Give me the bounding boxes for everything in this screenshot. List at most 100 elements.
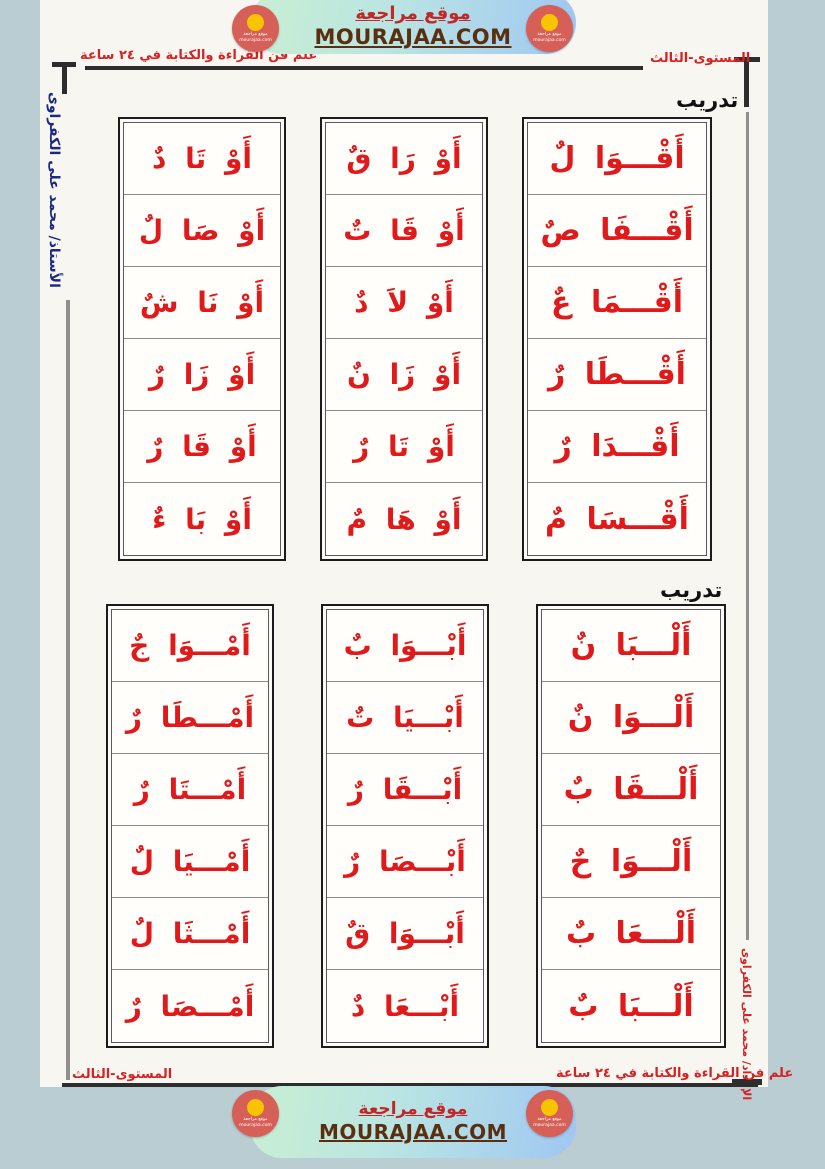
author-name-vertical: الإعداد/ محمد على الكفراوى [740,948,753,1101]
word: أَمْـــيَا لٌ [129,845,251,878]
level-caption-bottom: المستوى-الثالث [72,1067,173,1082]
word-column: أَوْ تَا دٌ أَوْ صَا لٌ أَوْ نَا شٌ أَوْ… [118,117,286,561]
level-caption: المستوى-الثالث [650,51,751,66]
book-title-caption-bottom: علم فن القراءة والكتابة في ٢٤ ساعة [556,1066,794,1081]
word-cell: أَوْ تَا دٌ [124,123,280,195]
word-cell: أَبْـــقَا رٌ [327,754,483,826]
word: أَمْـــطَا رٌ [125,701,255,734]
word: أَلْـــوَا نٌ [567,700,695,735]
word: أَلْـــقَا بٌ [563,772,699,807]
word: أَوْ زَا نٌ [346,358,462,391]
sun-icon [541,1099,558,1117]
sun-icon [247,1099,264,1117]
word: أَبْـــصَا رٌ [344,845,466,878]
section-label-1: تدريب [676,88,739,112]
site-logo-icon: موقع مراجعة mourajaa.com [526,1090,573,1137]
word-cell: أَوْ تَا رٌ [326,411,482,483]
logo-caption: موقع مراجعة [243,1117,268,1123]
site-logo-icon: موقع مراجعة mourajaa.com [232,1090,279,1137]
word: أَمْـــتَا رٌ [133,773,247,806]
site-domain-link[interactable]: MOURAJAA.COM [314,24,512,49]
word-column: أَوْ رَا قٌ أَوْ قَا تٌ أَوْ لاَ دٌ أَوْ… [320,117,488,561]
site-logo-icon: موقع مراجعة mourajaa.com [232,5,279,52]
top-rule [85,66,643,70]
word: أَوْ بَا ءٌ [152,502,252,536]
crop-mark-top-left-stem [62,62,67,94]
word-cell: أَلْـــوَا نٌ [542,682,720,754]
word: أَلْـــوَا حٌ [569,844,693,879]
word: أَلْـــعَا بٌ [565,916,697,951]
word-column: أَبْـــوَا بٌ أَبْـــيَا تٌ أَبْـــقَا ر… [321,604,489,1048]
site-banner-bottom: موقع مراجعة MOURAJAA.COM [250,1086,576,1158]
teacher-name-vertical: الأستاذ/ محمد على الكفراوى [46,92,62,288]
word: أَقْـــدَا رٌ [554,429,680,464]
word: أَقْـــسَا مٌ [545,501,689,537]
word: أَوْ زَا رٌ [148,358,256,391]
word: أَبْـــقَا رٌ [347,773,463,806]
word: أَقْـــمَا عٌ [551,285,684,320]
word-cell: أَوْ قَا رٌ [124,411,280,483]
logo-caption: mourajaa.com [239,37,272,43]
word-cell: أَبْـــوَا بٌ [327,610,483,682]
site-name-arabic[interactable]: موقع مراجعة [355,3,471,25]
logo-caption: mourajaa.com [533,37,566,43]
sun-icon [247,14,264,32]
word: أَوْ قَا رٌ [147,430,257,463]
word-cell: أَقْـــسَا مٌ [528,483,706,555]
word-cell: أَقْـــوَا لٌ [528,123,706,195]
word-cell: أَمْـــثَا لٌ [112,898,268,970]
word-cell: أَبْـــصَا رٌ [327,826,483,898]
site-domain-link[interactable]: MOURAJAA.COM [319,1119,507,1144]
word: أَبْـــيَا تٌ [346,701,464,734]
word-cell: أَوْ نَا شٌ [124,267,280,339]
site-logo-icon: موقع مراجعة mourajaa.com [526,5,573,52]
word: أَبْـــوَا قٌ [345,917,465,950]
word: أَبْـــوَا بٌ [343,629,467,662]
word: أَوْ هَا مٌ [346,502,462,536]
word-cell: أَقْـــطَا رٌ [528,339,706,411]
word-cell: أَلْـــبَا بٌ [542,970,720,1042]
word-cell: أَمْـــصَا رٌ [112,970,268,1042]
word: أَوْ قَا تٌ [343,214,465,247]
logo-caption: mourajaa.com [533,1122,566,1128]
crop-mark-bottom-right [732,1079,762,1085]
word: أَقْـــفَا صٌ [540,213,694,248]
word: أَوْ نَا شٌ [139,286,265,319]
logo-caption: موقع مراجعة [243,32,268,38]
logo-caption: موقع مراجعة [537,1117,562,1123]
word: أَقْـــوَا لٌ [549,141,685,176]
crop-mark-top-right-stem [744,57,749,107]
word: أَوْ صَا لٌ [138,214,266,247]
word-cell: أَوْ قَا تٌ [326,195,482,267]
word-cell: أَوْ صَا لٌ [124,195,280,267]
drill-table-1: أَقْـــوَا لٌ أَقْـــفَا صٌ أَقْـــمَا ع… [118,117,712,561]
word-cell: أَمْـــتَا رٌ [112,754,268,826]
sun-icon [541,14,558,32]
word: أَمْـــثَا لٌ [129,917,251,950]
section-label-2: تدريب [660,578,723,602]
logo-caption: mourajaa.com [239,1122,272,1128]
drill-table-2: أَلْـــبَا نٌ أَلْـــوَا نٌ أَلْـــقَا ب… [106,604,726,1048]
word-column: أَمْـــوَا جٌ أَمْـــطَا رٌ أَمْـــتَا ر… [106,604,274,1048]
word-cell: أَمْـــوَا جٌ [112,610,268,682]
word-cell: أَوْ رَا قٌ [326,123,482,195]
word: أَبْـــعَا دٌ [350,989,460,1023]
word-cell: أَمْـــيَا لٌ [112,826,268,898]
word-cell: أَلْـــقَا بٌ [542,754,720,826]
word: أَوْ رَا قٌ [346,142,462,175]
word-cell: أَمْـــطَا رٌ [112,682,268,754]
word-column: أَلْـــبَا نٌ أَلْـــوَا نٌ أَلْـــقَا ب… [536,604,726,1048]
word-cell: أَقْـــمَا عٌ [528,267,706,339]
site-banner-top: موقع مراجعة MOURAJAA.COM [250,0,576,54]
left-margin-line [66,300,70,1080]
word-column: أَقْـــوَا لٌ أَقْـــفَا صٌ أَقْـــمَا ع… [522,117,712,561]
word: أَوْ تَا دٌ [152,142,252,175]
word-cell: أَلْـــبَا نٌ [542,610,720,682]
word: أَوْ لاَ دٌ [354,286,454,319]
word-cell: أَوْ زَا رٌ [124,339,280,411]
word-cell: أَبْـــيَا تٌ [327,682,483,754]
word: أَلْـــبَا نٌ [570,628,692,663]
word-cell: أَلْـــوَا حٌ [542,826,720,898]
word-cell: أَلْـــعَا بٌ [542,898,720,970]
site-name-arabic[interactable]: موقع مراجعة [358,1099,468,1120]
